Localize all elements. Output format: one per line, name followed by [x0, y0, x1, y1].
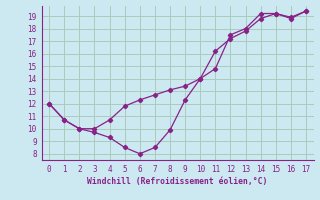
X-axis label: Windchill (Refroidissement éolien,°C): Windchill (Refroidissement éolien,°C)	[87, 177, 268, 186]
